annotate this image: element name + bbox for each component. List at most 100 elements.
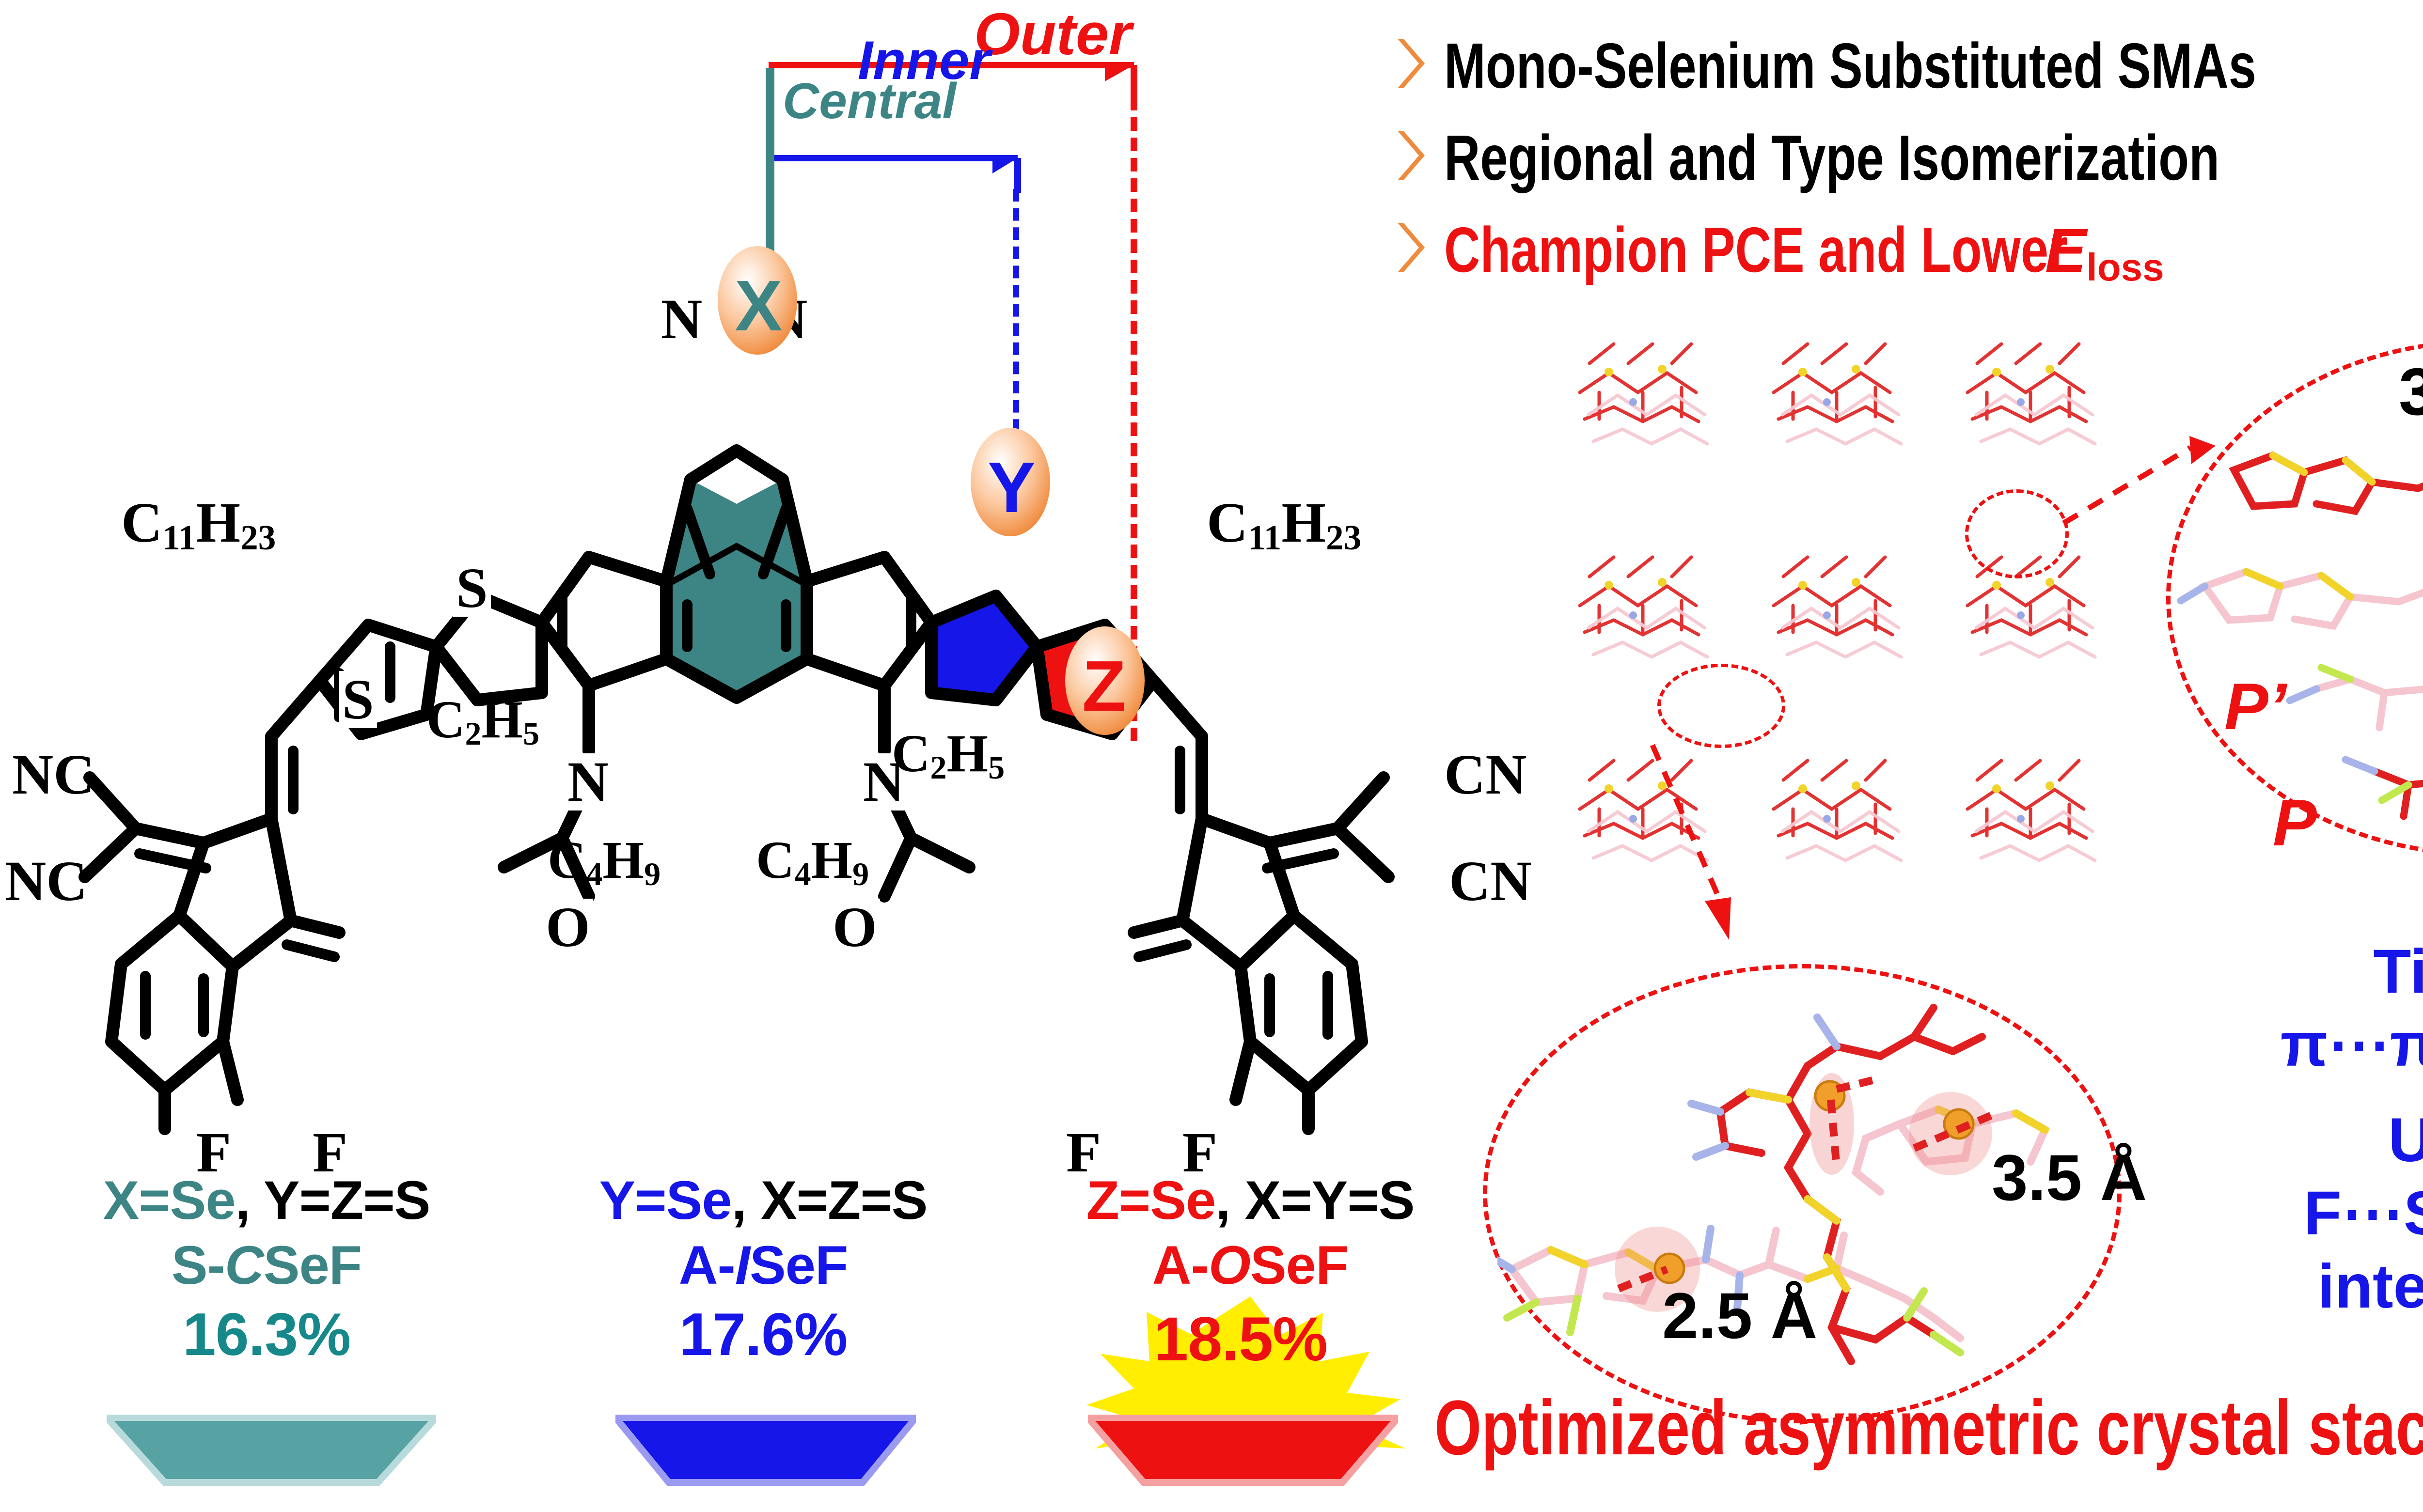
variant-formula-rest-3: , X=Y=S — [1215, 1170, 1415, 1231]
ethyl-c: C — [892, 724, 930, 783]
heteroatom-badge-z: Z — [1059, 625, 1151, 739]
variant-formula-rest-1: , Y=Z=S — [235, 1170, 431, 1231]
variant-formula-3: Z=Se, X=Y=S — [1003, 1172, 1497, 1229]
side-chain-label-c2h5-left: C2H5 — [426, 693, 539, 750]
ethyl-c: C — [426, 690, 465, 749]
right-note-line-1: Tightest — [2373, 937, 2423, 1006]
butyl-c-count: 4 — [586, 856, 603, 892]
side-chain-label-c11h23-left: C11H23 — [121, 491, 276, 558]
butyl-h-count: 9 — [644, 856, 661, 892]
atom-label-CN-upper-right: CN — [1444, 743, 1527, 806]
variant-arrow-3 — [1080, 1414, 1406, 1490]
variant-formula-2: Y=Se, X=Z=S — [521, 1172, 1006, 1229]
bullet-label-3: Champion PCE and Lower Eloss — [1444, 213, 2164, 290]
variant-formula-se-2: Y=Se — [599, 1170, 732, 1231]
butyl-h: H — [811, 830, 853, 889]
outer-drop-line — [1131, 97, 1137, 741]
footer-headline: Optimized asymmetric crystal stacking — [1434, 1384, 2423, 1471]
interaction-distance-label-35: 3.5 Å — [1992, 1142, 2147, 1214]
variant-arrow-2 — [608, 1414, 923, 1490]
variant-name-prefix-2: A- — [678, 1235, 736, 1296]
leader-arrow-bottom — [1648, 741, 1764, 947]
butyl-c: C — [756, 830, 795, 889]
variant-pce-1: 16.3% — [182, 1301, 351, 1368]
heteroatom-badge-y: Y — [964, 426, 1056, 540]
right-note-line-3: Unique — [2388, 1106, 2423, 1175]
butyl-c: C — [548, 830, 586, 889]
variant-name-prefix-1: S- — [171, 1235, 225, 1296]
leader-arrow-top — [2060, 426, 2219, 535]
ethyl-h: H — [481, 690, 523, 749]
interaction-callout-bottom — [1483, 964, 2122, 1423]
atom-label-N-topleft: N — [658, 291, 706, 348]
double-chevron-right-icon — [1396, 221, 1426, 274]
atom-label-O-right: O — [830, 899, 880, 956]
inner-drop-line — [1013, 189, 1019, 489]
atom-label-F-right-1: F — [1066, 1121, 1101, 1184]
variant-name-1: S-CSeF — [5, 1237, 528, 1294]
chain-h: H — [1281, 491, 1326, 554]
atom-label-NC-upper-left: NC — [12, 743, 95, 806]
stacking-label-P: P — [2273, 786, 2317, 859]
variant-pce-2: 17.6% — [679, 1301, 848, 1368]
atom-label-N-rightpyrrole: N — [860, 753, 908, 811]
variant-block-3: Z=Se, X=Y=S A-OSeF 18.5% — [1003, 1172, 1497, 1486]
variant-pce-3: 18.5% — [1154, 1305, 1328, 1374]
variant-formula-se-1: X=Se — [103, 1170, 236, 1231]
chain-c-count: 11 — [1248, 518, 1282, 558]
chain-h-count: 23 — [1326, 518, 1362, 558]
chain-c-count: 11 — [162, 518, 196, 558]
variant-name-italic-2: I — [735, 1235, 750, 1296]
butyl-h: H — [602, 830, 645, 889]
eloss-symbol: E — [2045, 216, 2087, 285]
atom-label-NC-lower-left: NC — [5, 849, 88, 913]
chain-c: C — [121, 491, 163, 554]
right-note-line-4: F⋯Se/Se⋯O — [2303, 1179, 2423, 1248]
chain-c: C — [1207, 491, 1248, 554]
butyl-c-count: 4 — [794, 856, 811, 892]
variant-name-suffix-1: SeF — [263, 1235, 362, 1296]
variant-name-italic-1: C — [224, 1235, 264, 1296]
atom-label-F-left-1: F — [196, 1121, 232, 1184]
side-chain-label-c2h5-right: C2H5 — [892, 727, 1005, 784]
side-chain-label-c4h9-left: C4H9 — [548, 833, 661, 890]
variant-block-2: Y=Se, X=Z=S A-ISeF 17.6% — [521, 1172, 1006, 1486]
packing-selection-circle-top — [1965, 489, 2069, 578]
bullet-label-2: Regional and Type Isomerization — [1444, 122, 2219, 193]
variant-formula-1: X=Se, Y=Z=S — [5, 1172, 528, 1229]
atom-label-S-lowerleft: S — [339, 671, 377, 728]
atom-label-N-leftpyrrole: N — [565, 753, 612, 811]
variant-name-prefix-3: A- — [1152, 1235, 1209, 1296]
heteroatom-badge-z-label: Z — [1082, 646, 1126, 726]
region-label-central: Central — [783, 73, 957, 129]
right-note-line-2: π⋯π stacking — [2280, 1010, 2423, 1080]
stacking-distance-label-top: 3.4 Å — [2399, 355, 2423, 429]
atom-label-F-right-2: F — [1182, 1121, 1218, 1184]
packing-selection-circle-bottom — [1657, 664, 1785, 748]
atom-label-O-left: O — [543, 899, 593, 956]
eloss-subscript: loss — [2086, 246, 2164, 289]
chain-h-count: 23 — [240, 518, 276, 558]
variant-name-2: A-ISeF — [521, 1237, 1006, 1294]
region-bracket-central — [766, 68, 774, 252]
heteroatom-badge-x-label: X — [735, 266, 783, 346]
bullet-label-3-text: Champion PCE and Lower — [1444, 214, 2068, 285]
side-chain-label-c11h23-right: C11H23 — [1207, 491, 1362, 558]
variant-block-1: X=Se, Y=Z=S S-CSeF 16.3% — [5, 1172, 528, 1486]
variant-name-italic-3: O — [1208, 1235, 1251, 1296]
variant-name-suffix-2: SeF — [749, 1235, 848, 1296]
interaction-distance-label-25: 2.5 Å — [1662, 1280, 1818, 1352]
crystal-packing-image — [1565, 315, 2171, 923]
stacking-label-P-prime: P’ — [2224, 670, 2287, 743]
double-chevron-right-icon — [1396, 37, 1426, 90]
variant-name-3: A-OSeF — [1003, 1237, 1497, 1294]
heteroatom-badge-x: X — [711, 245, 803, 359]
region-label-inner: Inner — [858, 30, 991, 91]
ethyl-h-count: 5 — [988, 749, 1005, 786]
atom-label-F-left-2: F — [313, 1121, 348, 1184]
right-notes: Tightest π⋯π stacking Unique F⋯Se/Se⋯O i… — [2181, 935, 2423, 1323]
variant-arrow-1 — [99, 1414, 444, 1490]
butyl-h-count: 9 — [852, 856, 869, 892]
right-note-line-5: interactions — [2317, 1252, 2423, 1322]
ethyl-h: H — [946, 724, 989, 783]
